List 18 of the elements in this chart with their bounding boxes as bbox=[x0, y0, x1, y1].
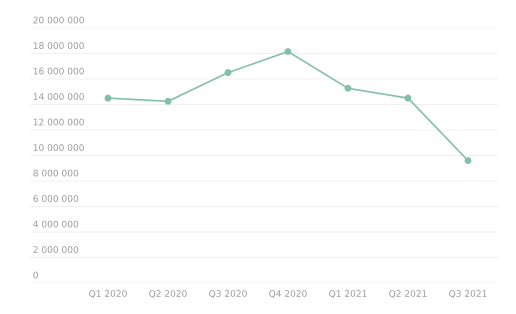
y-tick-label: 14 000 000 bbox=[34, 93, 84, 100]
y-tick-label: 8 000 000 bbox=[33, 170, 78, 176]
y-tick-label: 2 000 000 bbox=[33, 246, 78, 253]
y-tick-label: 18 000 000 bbox=[34, 42, 84, 49]
x-tick-label: Q1 2021 bbox=[329, 290, 367, 298]
y-tick-label: 16 000 000 bbox=[34, 68, 84, 74]
x-tick-label: Q1 2020 bbox=[89, 290, 127, 298]
y-tick-label: 12 000 000 bbox=[34, 118, 84, 126]
x-tick-label: Q2 2020 bbox=[149, 290, 187, 298]
y-tick-label: 10 000 000 bbox=[34, 144, 84, 151]
x-tick-label: Q3 2020 bbox=[209, 290, 247, 298]
x-tick-label: Q4 2020 bbox=[269, 290, 307, 298]
y-tick-label: 6 000 000 bbox=[33, 195, 78, 202]
x-tick-label: Q2 2021 bbox=[389, 290, 427, 298]
x-tick-label: Q3 2021 bbox=[449, 290, 487, 298]
y-tick-label: 20 000 000 bbox=[33, 16, 84, 24]
y-tick-label: 0 bbox=[33, 272, 38, 278]
y-tick-label: 4 000 000 bbox=[33, 220, 78, 228]
